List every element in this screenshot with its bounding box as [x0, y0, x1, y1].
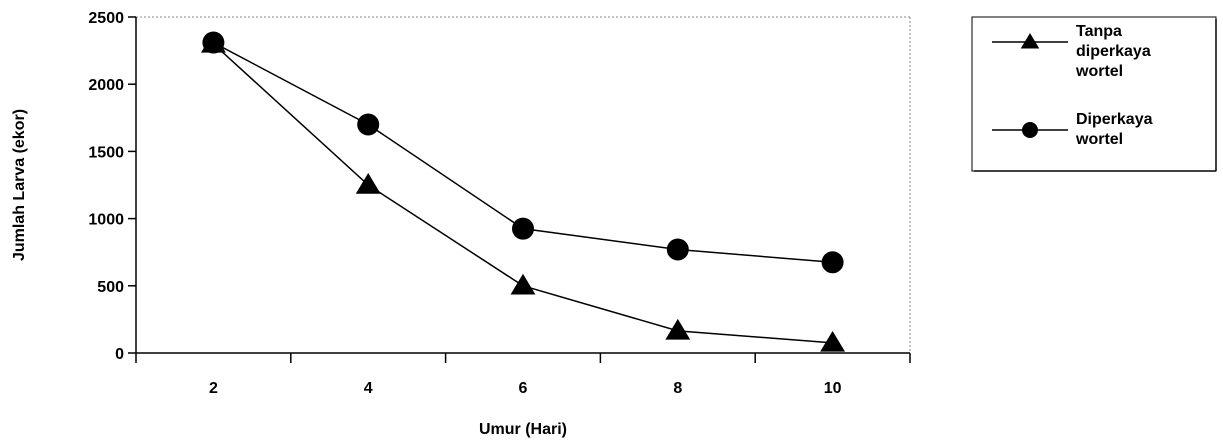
x-tick-label: 6: [519, 380, 528, 397]
legend-circle-icon: [1022, 122, 1038, 138]
legend-entries: Tanpa diperkaya wortel Diperkaya wortel: [992, 23, 1153, 148]
legend: Tanpa diperkaya wortel Diperkaya wortel: [971, 16, 1217, 172]
legend-label: wortel: [1075, 131, 1123, 148]
triangle-marker: [510, 273, 536, 295]
series-line-1: [212, 43, 833, 344]
circle-marker: [202, 31, 225, 54]
series-markers: [200, 31, 846, 352]
y-tick-label: 1000: [88, 212, 124, 229]
legend-label: Tanpa: [1076, 23, 1122, 40]
x-tick-label: 2: [209, 380, 218, 397]
circle-marker: [666, 238, 689, 261]
circle-marker: [821, 251, 844, 274]
series-lines: [212, 41, 833, 344]
circle-marker: [512, 217, 534, 240]
circle-marker: [357, 113, 380, 136]
triangle-marker: [665, 318, 691, 340]
legend-triangle-icon: [1020, 33, 1040, 49]
triangle-marker: [355, 173, 381, 194]
x-tick-label: 8: [673, 380, 682, 397]
legend-label: diperkaya: [1076, 43, 1151, 60]
x-tick-label: 4: [364, 380, 373, 397]
y-tick-label: 1500: [88, 144, 124, 161]
y-tick-label: 2500: [88, 10, 124, 27]
y-axis-title: Jumlah Larva (ekor): [11, 109, 28, 261]
x-tick-label: 10: [824, 380, 842, 397]
legend-label: wortel: [1075, 63, 1123, 80]
legend-label: Diperkaya: [1076, 111, 1153, 128]
x-ticks: 2 4 6 8 10: [135, 353, 911, 397]
y-tick-label: 0: [115, 346, 124, 363]
x-axis-title: Umur (Hari): [479, 421, 567, 438]
triangle-marker: [820, 330, 846, 352]
y-ticks: 0 500 1000 1500 2000 2500: [88, 10, 136, 363]
y-tick-label: 500: [97, 279, 124, 296]
y-tick-label: 2000: [88, 77, 124, 94]
